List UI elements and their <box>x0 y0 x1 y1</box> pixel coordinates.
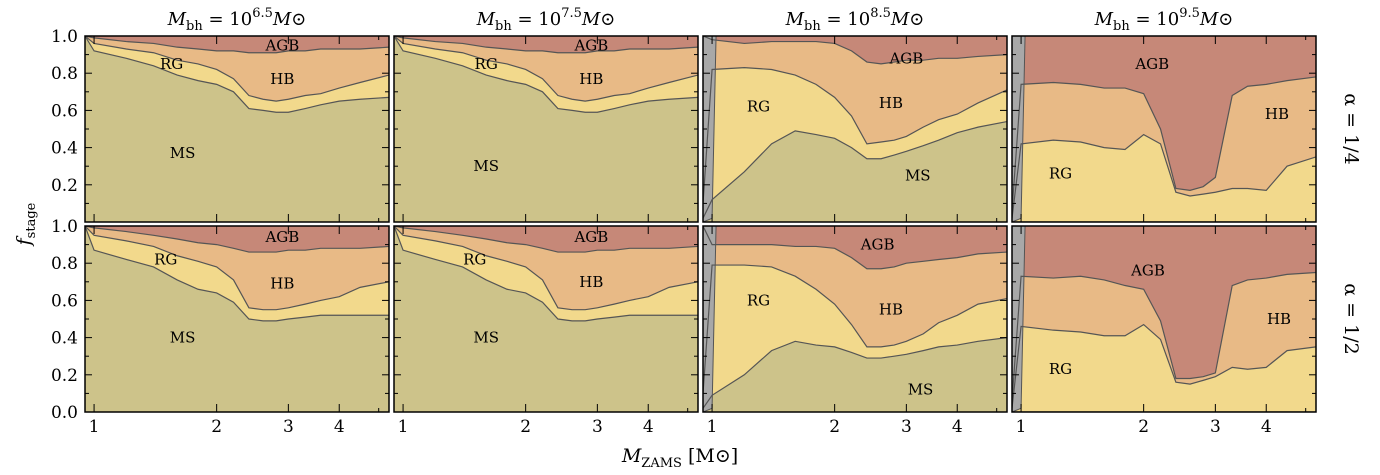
stage-label-agb: AGB <box>573 228 608 246</box>
x-axis-label: MZAMS [M⊙] <box>621 445 738 471</box>
y-tick-label: 0.8 <box>51 64 78 84</box>
panel-r1-c2 <box>703 226 1007 412</box>
column-title: Mbh = 108.5M⊙ <box>785 6 925 34</box>
stage-label-hb: HB <box>1267 310 1291 328</box>
panel-r0-c0 <box>85 36 389 222</box>
y-tick-label: 1.0 <box>51 27 78 47</box>
row-label-0: α = 1/4 <box>1340 93 1362 164</box>
stage-label-agb: AGB <box>264 228 299 246</box>
panel-grid: AGB HB RG MS 0.2 0.4 0.6 0.8 1.0 AGB HB RG MS AGB HB RG… <box>51 27 1316 437</box>
x-tick-label: 1 <box>398 417 409 437</box>
x-tick-label: 4 <box>334 417 345 437</box>
x-tick-label: 4 <box>643 417 654 437</box>
stage-label-ms: MS <box>905 167 931 185</box>
y-tick-label: 0.8 <box>51 254 78 274</box>
stage-label-agb: AGB <box>1130 262 1165 280</box>
x-tick-label: 1 <box>707 417 718 437</box>
y-axis-label: fstage <box>13 202 39 247</box>
y-tick-label: 0.0 <box>51 403 78 423</box>
stage-label-rg: RG <box>747 98 770 116</box>
column-title: Mbh = 107.5M⊙ <box>476 6 616 34</box>
panel-r0-c1 <box>394 36 698 222</box>
stage-label-agb: AGB <box>860 236 895 254</box>
panel-r1-c1 <box>394 226 698 412</box>
stage-label-rg: RG <box>475 55 498 73</box>
stage-label-hb: HB <box>579 70 603 88</box>
x-tick-label: 2 <box>211 417 222 437</box>
x-tick-label: 2 <box>829 417 840 437</box>
stage-label-rg: RG <box>1049 165 1072 183</box>
stage-label-rg: RG <box>463 250 486 268</box>
stage-label-agb: AGB <box>888 49 923 67</box>
column-title: Mbh = 106.5M⊙ <box>167 6 307 34</box>
stage-label-ms: MS <box>473 157 499 175</box>
stage-label-rg: RG <box>160 55 183 73</box>
column-title: Mbh = 109.5M⊙ <box>1094 6 1234 34</box>
stage-label-hb: HB <box>879 301 903 319</box>
y-tick-label: 0.2 <box>51 366 78 386</box>
row-label-1: α = 1/2 <box>1340 283 1362 354</box>
x-tick-label: 3 <box>901 417 912 437</box>
panel-r0-c2 <box>703 36 1007 222</box>
stage-label-agb: AGB <box>1134 55 1169 73</box>
x-tick-label: 3 <box>1210 417 1221 437</box>
x-tick-label: 3 <box>283 417 294 437</box>
stage-label-ms: MS <box>170 329 196 347</box>
y-tick-label: 0.4 <box>51 329 78 349</box>
stage-label-rg: RG <box>1049 360 1072 378</box>
y-tick-label: 0.6 <box>51 291 78 311</box>
stage-label-hb: HB <box>879 94 903 112</box>
stage-label-hb: HB <box>270 275 294 293</box>
panel-r1-c0 <box>85 226 389 412</box>
stage-label-rg: RG <box>747 291 770 309</box>
x-tick-label: 4 <box>1261 417 1272 437</box>
x-tick-label: 3 <box>592 417 603 437</box>
y-tick-label: 0.6 <box>51 101 78 121</box>
column-titles: Mbh = 106.5M⊙ Mbh = 107.5M⊙ Mbh = 108.5M⊙ M… <box>167 6 1234 34</box>
stage-label-hb: HB <box>579 273 603 291</box>
stage-label-agb: AGB <box>264 36 299 54</box>
x-tick-label: 2 <box>520 417 531 437</box>
x-tick-label: 2 <box>1138 417 1149 437</box>
x-tick-label: 1 <box>89 417 100 437</box>
stage-label-agb: AGB <box>573 36 608 54</box>
stage-label-ms: MS <box>170 144 196 162</box>
y-tick-label: 0.4 <box>51 139 78 159</box>
y-tick-label: 0.2 <box>51 176 78 196</box>
stage-label-hb: HB <box>1265 105 1289 123</box>
stage-label-rg: RG <box>154 250 177 268</box>
y-tick-label: 1.0 <box>51 217 78 237</box>
x-tick-label: 1 <box>1016 417 1027 437</box>
stage-label-hb: HB <box>270 70 294 88</box>
row-labels: α = 1/4 α = 1/2 <box>1340 93 1362 354</box>
x-tick-label: 4 <box>952 417 963 437</box>
stage-label-ms: MS <box>908 381 934 399</box>
stage-label-ms: MS <box>473 329 499 347</box>
